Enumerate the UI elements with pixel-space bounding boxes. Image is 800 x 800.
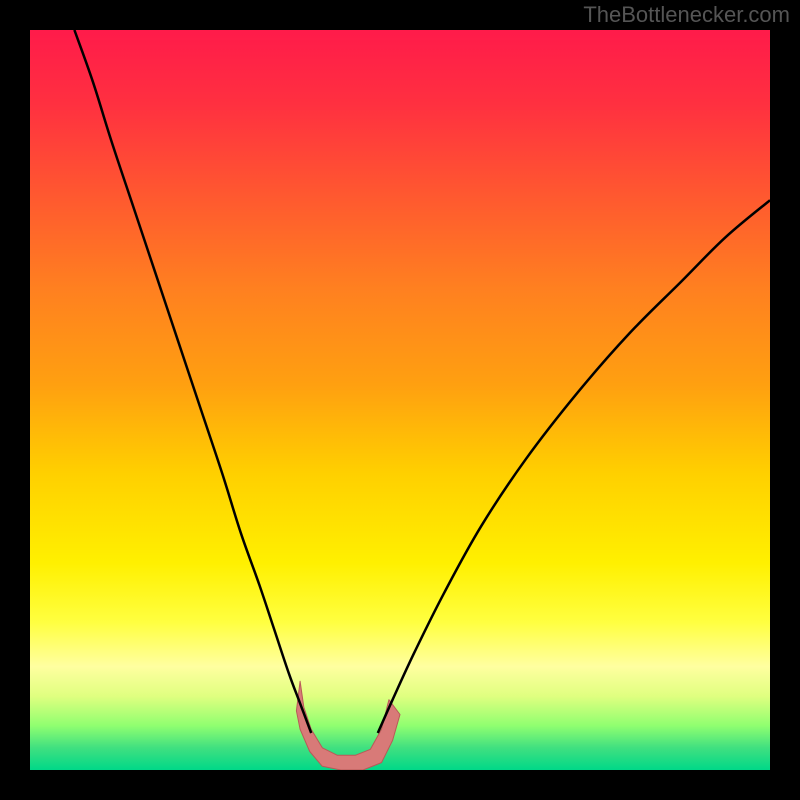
left-curve: [74, 30, 311, 733]
bottom-blob: [296, 681, 400, 770]
watermark-text: TheBottlenecker.com: [583, 2, 790, 28]
right-curve: [378, 200, 770, 733]
curves-layer: [30, 30, 770, 770]
plot-area: [30, 30, 770, 770]
